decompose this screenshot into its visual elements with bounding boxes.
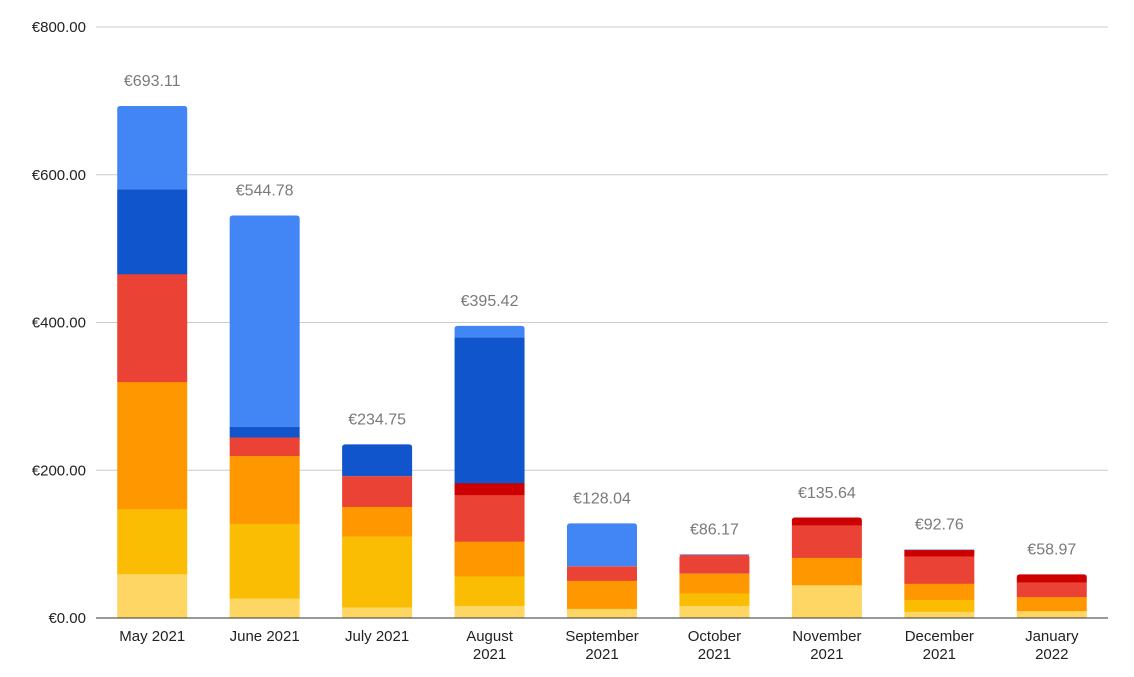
bar-segment [567, 523, 637, 567]
y-tick-label: €200.00 [32, 462, 86, 479]
x-tick-label: May 2021 [119, 628, 185, 645]
bar-stack [904, 549, 975, 619]
bar-segment [117, 189, 188, 275]
bar-segment [1016, 596, 1087, 612]
bar-segment [342, 535, 413, 608]
bar-stack [454, 325, 525, 619]
total-label: €86.17 [690, 521, 739, 538]
y-tick-label: €400.00 [32, 315, 86, 332]
bar-segment [791, 525, 862, 558]
bar-segment [1016, 610, 1087, 619]
total-label: €693.11 [124, 73, 181, 90]
x-tick-label: 2022 [1035, 646, 1068, 663]
x-tick-label: August [466, 628, 514, 645]
x-tick-label: June 2021 [230, 628, 300, 645]
bar-stack [342, 444, 413, 619]
bar-segment [567, 566, 637, 581]
bar-segment [454, 541, 525, 577]
bar-segment [904, 599, 975, 612]
x-tick-label: 2021 [473, 646, 506, 663]
x-tick-label: October [688, 628, 741, 645]
x-tick-label: 2021 [923, 646, 956, 663]
bar-segment [454, 575, 525, 606]
bar-stack [229, 215, 300, 619]
bar-segment [229, 215, 300, 427]
x-tick-label: July 2021 [345, 628, 409, 645]
total-label: €544.78 [236, 183, 294, 200]
bar-segment [791, 517, 862, 526]
bar-segment [229, 437, 300, 456]
bar-segment [904, 583, 975, 601]
bar-segment [454, 605, 525, 619]
total-label: €395.42 [461, 293, 519, 310]
bar-segment [904, 555, 975, 584]
bar-segment [791, 584, 862, 619]
bar-segment [904, 550, 975, 557]
bar-segment [567, 580, 637, 609]
x-tick-label: December [905, 628, 974, 645]
bar-segment [454, 325, 525, 338]
bar-segment [342, 444, 413, 477]
bar-segment [679, 573, 750, 594]
bar-stack [1016, 574, 1087, 619]
total-label: €58.97 [1027, 541, 1076, 558]
bar-segment [229, 455, 300, 524]
y-tick-label: €800.00 [32, 19, 86, 36]
total-labels: €693.11 €544.78 €234.75 €395.42 €128.04 €86.1… [124, 73, 1076, 558]
bar-segment [454, 482, 525, 496]
bar-stack [567, 523, 637, 619]
y-axis-ticks: €0.00 €200.00 €400.00 €600.00 €800.00 [32, 19, 86, 627]
bar-segment [904, 549, 975, 551]
bar-segment [342, 506, 413, 537]
x-tick-label: November [792, 628, 861, 645]
bar-segment [342, 606, 413, 619]
bar-segment [117, 573, 188, 619]
bar-segment [117, 273, 188, 383]
bar-segment [679, 605, 750, 619]
bar-segment [1016, 574, 1087, 583]
bar-segment [1016, 582, 1087, 598]
x-tick-label: 2021 [810, 646, 843, 663]
y-tick-label: €0.00 [48, 610, 86, 627]
bar-segment [454, 337, 525, 484]
y-tick-label: €600.00 [32, 167, 86, 184]
bar-segment [117, 105, 188, 190]
bar-stack [679, 554, 750, 619]
x-tick-label: 2021 [698, 646, 731, 663]
bar-segment [229, 426, 300, 438]
bars [117, 105, 1087, 619]
bar-segment [679, 592, 750, 606]
bar-segment [454, 494, 525, 542]
x-tick-label: January [1025, 628, 1079, 645]
bar-segment [679, 554, 750, 574]
bar-segment [229, 598, 300, 619]
total-label: €92.76 [915, 516, 964, 533]
bar-stack [117, 105, 188, 619]
x-tick-label: September [565, 628, 638, 645]
total-label: €234.75 [348, 412, 406, 429]
bar-segment [679, 554, 750, 555]
bar-segment [229, 523, 300, 599]
bar-segment [791, 557, 862, 586]
x-tick-label: 2021 [585, 646, 618, 663]
bar-segment [567, 608, 637, 619]
x-axis-ticks: May 2021 June 2021 July 2021 August2021Sept… [119, 628, 1079, 663]
total-label: €135.64 [798, 485, 856, 502]
bar-stack [791, 517, 862, 619]
bar-segment [117, 381, 188, 510]
bar-segment [342, 476, 413, 507]
bar-segment [117, 508, 188, 575]
bar-segment [904, 611, 975, 619]
total-label: €128.04 [573, 490, 631, 507]
